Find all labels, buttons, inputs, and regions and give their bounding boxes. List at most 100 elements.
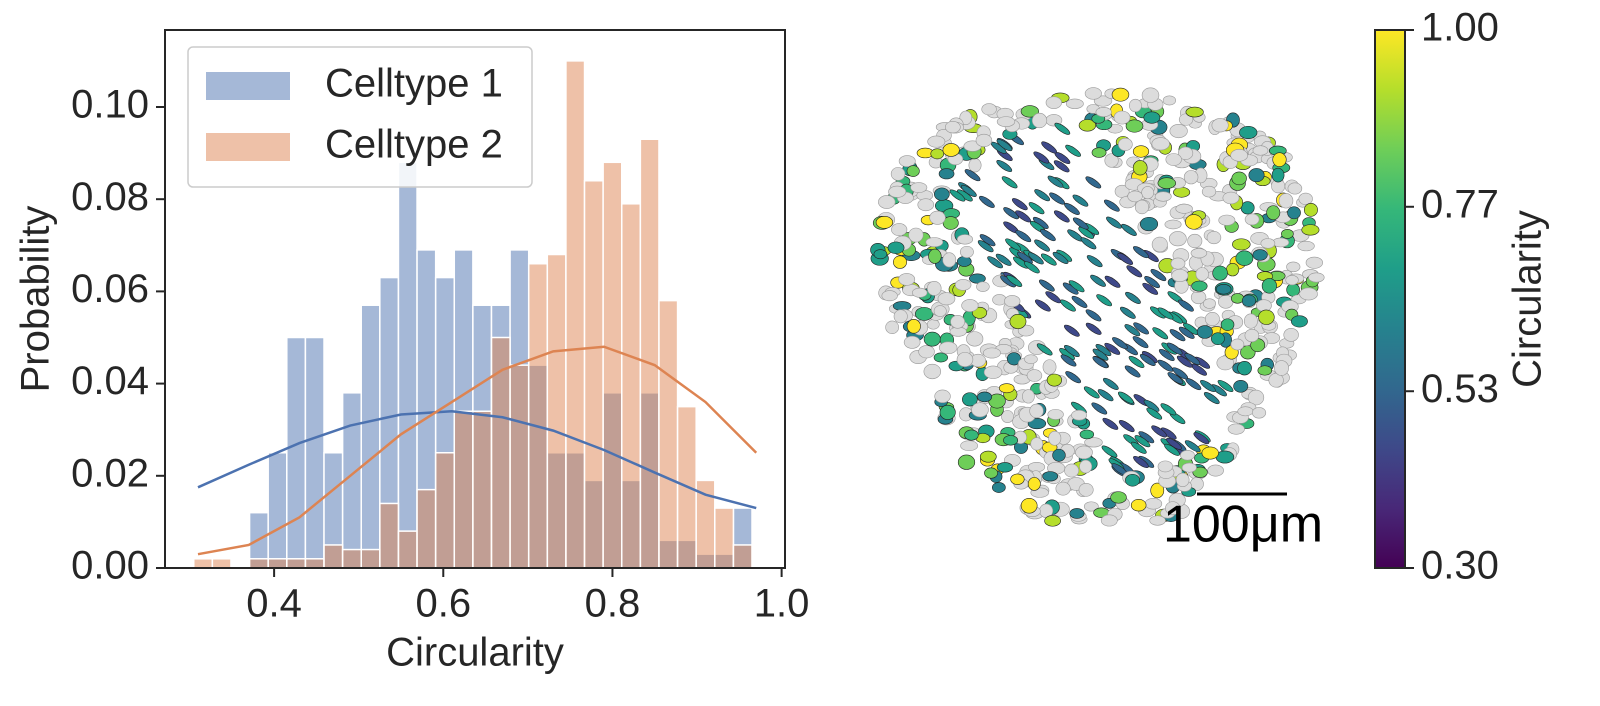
cell bbox=[1235, 250, 1254, 266]
cell bbox=[1170, 257, 1186, 270]
cell bbox=[960, 440, 979, 452]
cell bbox=[1222, 191, 1240, 205]
cell bbox=[1165, 501, 1181, 516]
cell bbox=[1297, 240, 1315, 252]
cell bbox=[1152, 327, 1169, 340]
cell bbox=[992, 294, 1007, 306]
cell bbox=[1011, 198, 1028, 211]
cell bbox=[1133, 246, 1149, 259]
cell bbox=[1230, 338, 1245, 351]
cell bbox=[1305, 256, 1323, 269]
hist-bar bbox=[527, 262, 549, 569]
cell bbox=[1142, 282, 1159, 295]
cell bbox=[1175, 472, 1190, 487]
cell bbox=[1064, 344, 1080, 358]
cell bbox=[1028, 202, 1045, 215]
cell bbox=[1266, 205, 1281, 221]
cell bbox=[1196, 325, 1213, 339]
cell bbox=[1207, 464, 1224, 477]
cell bbox=[1201, 185, 1217, 198]
legend-label: Celltype 2 bbox=[325, 123, 503, 167]
cell bbox=[1149, 515, 1166, 526]
cell bbox=[1271, 167, 1285, 183]
cell bbox=[1272, 152, 1287, 167]
cell bbox=[1248, 168, 1265, 183]
cell bbox=[969, 273, 986, 284]
cell bbox=[961, 184, 977, 197]
cell bbox=[1256, 299, 1272, 312]
cell bbox=[1042, 359, 1057, 375]
cell bbox=[1168, 231, 1187, 247]
cell bbox=[1005, 238, 1021, 251]
cell bbox=[1173, 186, 1191, 198]
hist-bar bbox=[434, 451, 456, 569]
cell bbox=[996, 159, 1013, 173]
cell bbox=[1231, 171, 1247, 186]
cell bbox=[903, 335, 921, 349]
cell bbox=[1165, 153, 1182, 166]
cell bbox=[1201, 446, 1219, 460]
y-tick-label: 0.04 bbox=[71, 359, 149, 403]
cell bbox=[1044, 515, 1061, 527]
cell bbox=[1233, 380, 1249, 393]
cell bbox=[1252, 249, 1268, 261]
cell bbox=[1083, 386, 1100, 399]
cell bbox=[908, 227, 924, 243]
cell bbox=[1001, 410, 1014, 423]
cell bbox=[975, 133, 993, 148]
cell bbox=[1252, 145, 1269, 156]
cell bbox=[1068, 280, 1085, 293]
cell bbox=[1287, 206, 1301, 220]
scale-bar-label: 100μm bbox=[1163, 496, 1323, 554]
hist-bar bbox=[639, 138, 660, 569]
hist-bar bbox=[379, 502, 400, 569]
cell bbox=[893, 309, 908, 324]
cell bbox=[1047, 175, 1064, 188]
cell bbox=[1239, 125, 1258, 140]
cell bbox=[1126, 265, 1143, 278]
cell bbox=[934, 389, 951, 404]
cell bbox=[1164, 443, 1180, 456]
cell bbox=[1055, 481, 1071, 496]
cell bbox=[1080, 237, 1097, 250]
cell bbox=[1134, 199, 1150, 215]
hist-bar bbox=[397, 161, 418, 569]
cell bbox=[1038, 279, 1055, 292]
cell bbox=[1144, 276, 1161, 289]
hist-bar bbox=[714, 507, 735, 569]
cell bbox=[942, 252, 957, 268]
cell bbox=[1096, 294, 1113, 307]
cell bbox=[992, 482, 1006, 493]
cell bbox=[1133, 455, 1149, 469]
cell bbox=[1244, 213, 1260, 226]
hist-bar bbox=[193, 558, 214, 569]
cell bbox=[1178, 299, 1194, 312]
cell bbox=[1261, 278, 1277, 294]
cell bbox=[1257, 365, 1273, 376]
hist-bar bbox=[360, 548, 381, 569]
cell bbox=[1052, 251, 1069, 264]
cell bbox=[1150, 482, 1165, 499]
cell bbox=[1118, 137, 1133, 151]
cell bbox=[1064, 463, 1080, 478]
cell bbox=[888, 185, 907, 198]
cell bbox=[887, 241, 905, 254]
cell bbox=[1167, 372, 1184, 385]
colorbar-label: Circularity bbox=[1506, 210, 1550, 388]
cell bbox=[910, 182, 928, 193]
cell bbox=[927, 135, 946, 148]
cell bbox=[1281, 228, 1294, 239]
cell bbox=[1158, 348, 1175, 361]
cell bbox=[1084, 87, 1102, 100]
cell bbox=[1227, 423, 1245, 435]
cell bbox=[1193, 432, 1210, 445]
cell bbox=[1303, 202, 1318, 217]
cell bbox=[1093, 95, 1113, 107]
cell bbox=[923, 363, 942, 380]
cell bbox=[995, 253, 1012, 266]
cell bbox=[1260, 238, 1276, 249]
cell bbox=[1139, 216, 1159, 232]
cell bbox=[1150, 269, 1167, 282]
cell bbox=[1121, 223, 1137, 236]
